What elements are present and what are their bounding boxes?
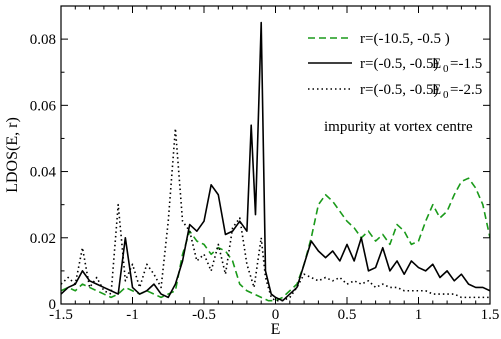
legend-label-3: r=(-0.5, -0.5) <box>360 82 438 98</box>
x-tick-label: 1.5 <box>481 307 500 323</box>
legend-energy-subscript-2: 0 <box>443 63 449 75</box>
legend-energy-3: E <box>432 82 441 98</box>
y-axis-label: LDOS(E, r) <box>4 117 21 193</box>
y-tick-label: 0.08 <box>30 32 56 48</box>
axes-layer <box>60 5 491 305</box>
series-line-1 <box>61 177 490 302</box>
legend-energy-2: E <box>432 56 441 72</box>
plot-frame <box>60 5 491 305</box>
annotation-text: impurity at vortex centre <box>324 119 473 135</box>
x-axis-label: E <box>271 321 281 338</box>
legend-label-2: r=(-0.5, -0.5) <box>360 56 438 72</box>
x-tick-label: 0 <box>272 307 280 323</box>
x-tick-label: 1 <box>415 307 423 323</box>
legend: r=(-10.5, -0.5 )r=(-0.5, -0.5)E 0 =-1.5r=(… <box>308 31 482 101</box>
y-tick-label: 0 <box>49 297 57 313</box>
x-tick-label: -1.5 <box>49 307 73 323</box>
y-tick-label: 0.04 <box>30 165 57 181</box>
legend-label-1: r=(-10.5, -0.5 ) <box>360 31 450 47</box>
legend-energy-value-3: =-2.5 <box>450 82 482 98</box>
legend-energy-subscript-3: 0 <box>443 89 449 101</box>
y-tick-label: 0.06 <box>30 98 57 114</box>
x-tick-label: -0.5 <box>192 307 216 323</box>
series-line-3 <box>61 127 490 302</box>
ticks-layer: -1.5 -1 -0.5 0 0.5 1 1.5 0 0.02 0.04 0.06 0.08 <box>30 6 500 323</box>
x-tick-label: 0.5 <box>338 307 357 323</box>
series-layer <box>61 21 490 302</box>
series-line-2 <box>61 21 490 302</box>
y-tick-label: 0.02 <box>30 231 56 247</box>
legend-energy-value-2: =-1.5 <box>450 56 482 72</box>
x-tick-label: -1 <box>126 307 139 323</box>
